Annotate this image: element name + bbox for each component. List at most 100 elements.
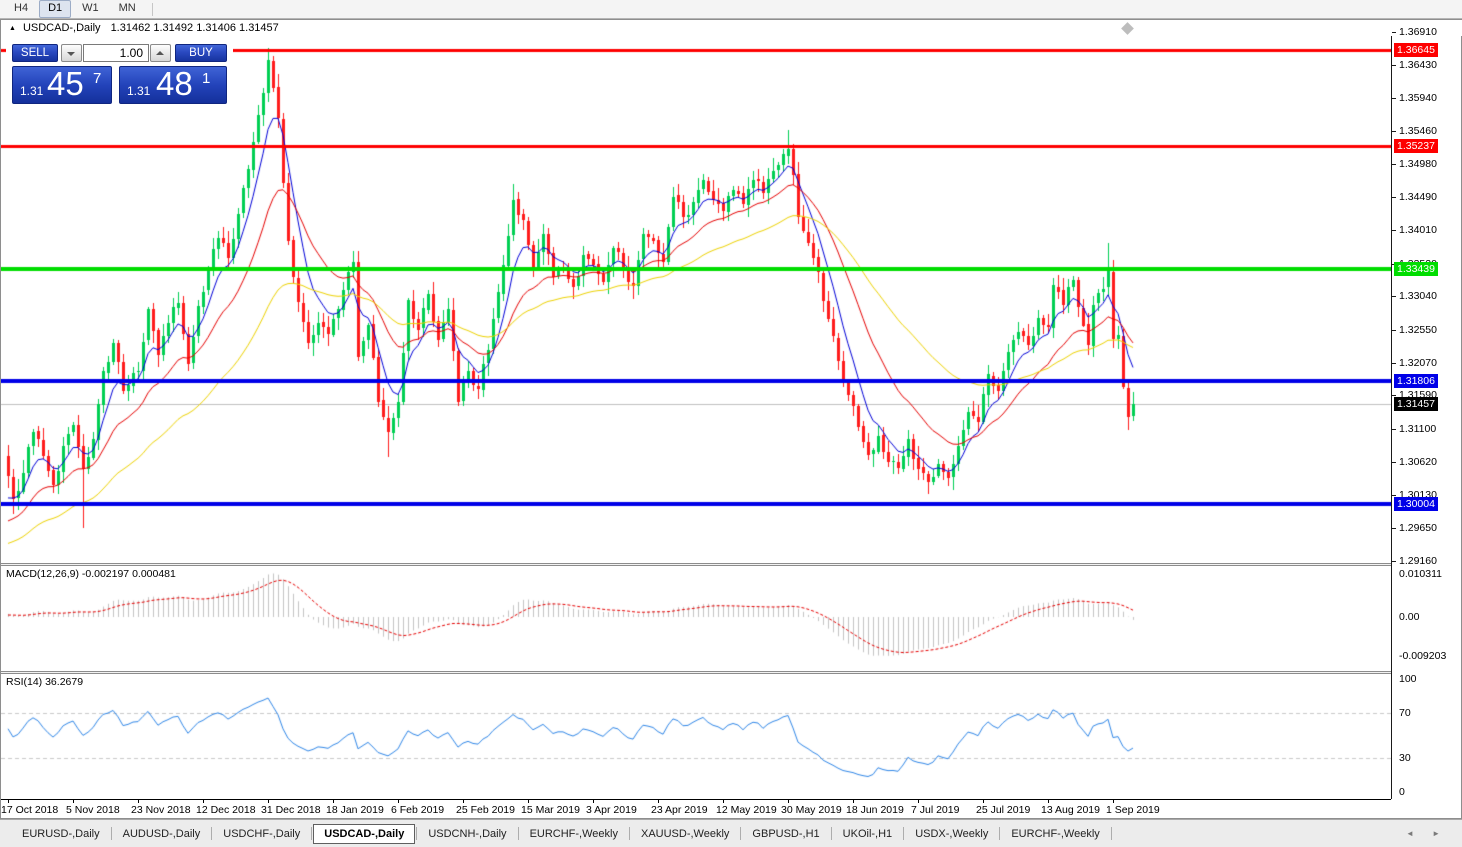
macd-pane-canvas[interactable] <box>1 566 1391 671</box>
volume-input[interactable] <box>83 44 149 62</box>
price-tick-label: 1.30620 <box>1399 456 1437 468</box>
timeframe-button-mn[interactable]: MN <box>118 2 136 14</box>
timeframe-button-d1[interactable]: D1 <box>39 0 72 18</box>
buy-price-big: 48 <box>156 65 193 102</box>
arrow-down-icon <box>67 52 75 56</box>
price-tick <box>1392 98 1396 99</box>
sell-price-pip: 7 <box>93 70 102 87</box>
rsi-axis-label: 30 <box>1399 752 1411 764</box>
time-axis-tick <box>333 800 334 803</box>
price-tick-label: 1.34490 <box>1399 191 1437 203</box>
price-line-badge: 1.31806 <box>1394 374 1438 388</box>
price-tick <box>1392 330 1396 331</box>
time-axis-tick <box>593 800 594 803</box>
chart-window: ▲ USDCAD-,Daily 1.31462 1.31492 1.31406 … <box>0 19 1462 819</box>
date-label: 15 Mar 2019 <box>521 804 580 816</box>
chart-tab-eurchf-weekly[interactable]: EURCHF-,Weekly <box>1011 827 1100 840</box>
time-axis[interactable]: 17 Oct 2018 5 Nov 2018 23 Nov 2018 12 Dec 2… <box>1 799 1459 818</box>
price-tick <box>1392 230 1396 231</box>
timeframe-button-w1[interactable]: W1 <box>82 2 99 14</box>
tab-divider <box>999 827 1001 840</box>
price-tick <box>1392 197 1396 198</box>
time-axis-tick <box>463 800 464 803</box>
buy-price-button[interactable]: 1.31 48 1 <box>119 65 227 104</box>
ohlc-quotes: 1.31462 1.31492 1.31406 1.31457 <box>110 22 279 34</box>
time-axis-tick <box>788 800 789 803</box>
time-axis-tick <box>1048 800 1049 803</box>
time-axis-tick <box>723 800 724 803</box>
pane-splitter[interactable] <box>1 563 1459 566</box>
chart-tab-usdchf-daily[interactable]: USDCHF-,Daily <box>223 827 301 840</box>
price-tick <box>1392 296 1396 297</box>
buy-button[interactable]: BUY <box>175 44 227 62</box>
price-axis[interactable]: 1.36910 1.36430 1.35940 1.35460 1.34980 1.344… <box>1391 20 1459 818</box>
chart-tab-usdcad-daily[interactable]: USDCAD-,Daily <box>313 823 416 844</box>
tab-divider <box>110 827 112 840</box>
date-label: 12 May 2019 <box>716 804 777 816</box>
sell-button[interactable]: SELL <box>12 44 58 62</box>
price-tick <box>1392 528 1396 529</box>
time-axis-tick <box>853 800 854 803</box>
date-label: 18 Jan 2019 <box>326 804 384 816</box>
tab-divider <box>1110 827 1112 840</box>
tabs-scroll-arrows[interactable]: ◄ ► <box>1405 829 1448 838</box>
time-axis-tick <box>73 800 74 803</box>
price-line-badge: 1.36645 <box>1394 43 1438 57</box>
price-tick-label: 1.30130 <box>1399 489 1437 501</box>
price-tick-label: 1.34980 <box>1399 158 1437 170</box>
chart-tab-gbpusd-h1[interactable]: GBPUSD-,H1 <box>752 827 820 840</box>
chart-tab-eurusd-daily[interactable]: EURUSD-,Daily <box>22 827 100 840</box>
time-axis-tick <box>983 800 984 803</box>
toolbar-separator <box>151 2 153 16</box>
price-tick-label: 1.31590 <box>1399 389 1437 401</box>
price-tick-label: 1.31100 <box>1399 423 1437 435</box>
volume-increase-button[interactable] <box>150 44 171 62</box>
tab-divider <box>211 827 213 840</box>
buy-price-pip: 1 <box>202 70 211 87</box>
date-label: 30 May 2019 <box>781 804 842 816</box>
chart-tabs-bar: EURUSD-,Daily AUDUSD-,Daily USDCHF-,Daily U… <box>0 819 1462 847</box>
time-axis-tick <box>203 800 204 803</box>
tab-divider <box>903 827 905 840</box>
price-tick-label: 1.36430 <box>1399 59 1437 71</box>
date-label: 1 Sep 2019 <box>1106 804 1160 816</box>
price-tick-label: 1.29650 <box>1399 522 1437 534</box>
price-tick-label: 1.32070 <box>1399 357 1437 369</box>
chart-title: USDCAD-,Daily <box>22 22 101 34</box>
pane-splitter[interactable] <box>1 671 1459 674</box>
date-label: 17 Oct 2018 <box>1 804 59 816</box>
rsi-pane-canvas[interactable] <box>1 674 1391 799</box>
price-tick <box>1392 495 1396 496</box>
time-axis-tick <box>138 800 139 803</box>
sell-price-button[interactable]: 1.31 45 7 <box>12 65 112 104</box>
price-tick-label: 1.34010 <box>1399 224 1437 236</box>
price-tick <box>1392 561 1396 562</box>
price-tick-label: 1.33520 <box>1399 258 1437 270</box>
price-tick <box>1392 164 1396 165</box>
date-label: 23 Apr 2019 <box>651 804 708 816</box>
time-axis-tick <box>8 800 9 803</box>
chart-tab-audusd-daily[interactable]: AUDUSD-,Daily <box>122 827 201 840</box>
sell-price-base: 1.31 <box>20 84 44 98</box>
chart-tab-xauusd-weekly[interactable]: XAUUSD-,Weekly <box>640 827 730 840</box>
timeframe-button-h4[interactable]: H4 <box>14 2 29 14</box>
time-axis-tick <box>918 800 919 803</box>
rsi-axis-label: 0 <box>1399 786 1405 798</box>
tab-divider <box>311 827 313 840</box>
price-chart-canvas[interactable] <box>1 36 1391 563</box>
price-tick <box>1392 65 1396 66</box>
date-label: 3 Apr 2019 <box>586 804 637 816</box>
chart-tab-ukoil-h1[interactable]: UKOil-,H1 <box>842 827 893 840</box>
chart-tab-usdcnh-daily[interactable]: USDCNH-,Daily <box>428 827 507 840</box>
date-label: 5 Nov 2018 <box>66 804 120 816</box>
macd-axis-label: -0.009203 <box>1399 650 1447 662</box>
sell-price-big: 45 <box>47 65 84 102</box>
date-label: 13 Aug 2019 <box>1041 804 1100 816</box>
collapse-icon[interactable]: ▲ <box>9 24 16 32</box>
volume-decrease-button[interactable] <box>61 44 82 62</box>
chart-tab-eurchf-weekly[interactable]: EURCHF-,Weekly <box>529 827 618 840</box>
rsi-indicator-label: RSI(14) 36.2679 <box>6 676 84 688</box>
time-axis-tick <box>658 800 659 803</box>
axis-border <box>1391 36 1392 799</box>
chart-tab-usdx-weekly[interactable]: USDX-,Weekly <box>915 827 989 840</box>
